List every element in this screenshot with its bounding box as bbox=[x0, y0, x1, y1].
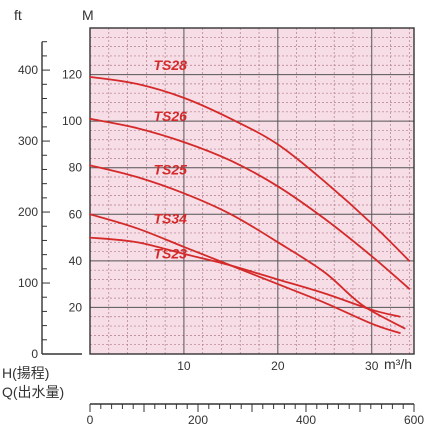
x-unit-label: m³/h bbox=[384, 356, 412, 372]
plot-area-frame bbox=[89, 27, 415, 355]
curve-label-ts34: TS34 bbox=[153, 211, 187, 227]
x-tick-label: 30 bbox=[365, 359, 379, 373]
plot-area-background bbox=[90, 28, 414, 354]
x-tick-label: 20 bbox=[271, 359, 285, 373]
y-tick-label: 100 bbox=[62, 114, 82, 128]
curve-label-ts23: TS23 bbox=[153, 246, 187, 262]
y-tick-label: 60 bbox=[69, 207, 83, 221]
q-axis-label: Q(出水量) bbox=[2, 384, 64, 400]
m-axis-labels: 20 40 60 80 100 120 bbox=[62, 68, 82, 315]
ft-tick-label: 0 bbox=[31, 347, 38, 361]
q-tick-label: 600 bbox=[404, 413, 424, 427]
curve-label-ts26: TS26 bbox=[153, 108, 187, 124]
m-unit-label: M bbox=[82, 7, 94, 23]
curve-ts28 bbox=[89, 76, 411, 262]
ft-tick-label: 400 bbox=[18, 63, 38, 77]
x-tick-label: 10 bbox=[177, 359, 191, 373]
curve-ts26 bbox=[89, 117, 411, 290]
q-axis: 0 200 400 600 bbox=[87, 403, 424, 427]
y-tick-label: 20 bbox=[69, 300, 83, 314]
ft-tick-label: 300 bbox=[18, 134, 38, 148]
pump-curves: TS28 TS26 TS25 TS34 TS23 bbox=[89, 57, 411, 334]
q-tick-label: 400 bbox=[296, 413, 316, 427]
q-tick-label: 200 bbox=[188, 413, 208, 427]
curve-label-ts28: TS28 bbox=[153, 57, 187, 73]
x-axis-labels: 10 20 30 bbox=[177, 359, 378, 373]
y-tick-label: 40 bbox=[69, 254, 83, 268]
ft-unit-label: ft bbox=[14, 7, 22, 23]
h-axis-label: H(揚程) bbox=[2, 365, 49, 381]
curve-ts23 bbox=[89, 236, 401, 318]
ft-tick-label: 100 bbox=[18, 276, 38, 290]
curve-ts34 bbox=[89, 213, 401, 334]
curve-ts25 bbox=[89, 164, 406, 330]
y-tick-label: 120 bbox=[62, 68, 82, 82]
ft-tick-label: 200 bbox=[18, 205, 38, 219]
y-tick-label: 80 bbox=[69, 161, 83, 175]
q-tick-label: 0 bbox=[87, 413, 94, 427]
minor-grid bbox=[90, 28, 414, 354]
curve-label-ts25: TS25 bbox=[153, 162, 187, 178]
ft-axis: 0 100 200 300 400 bbox=[18, 41, 82, 361]
